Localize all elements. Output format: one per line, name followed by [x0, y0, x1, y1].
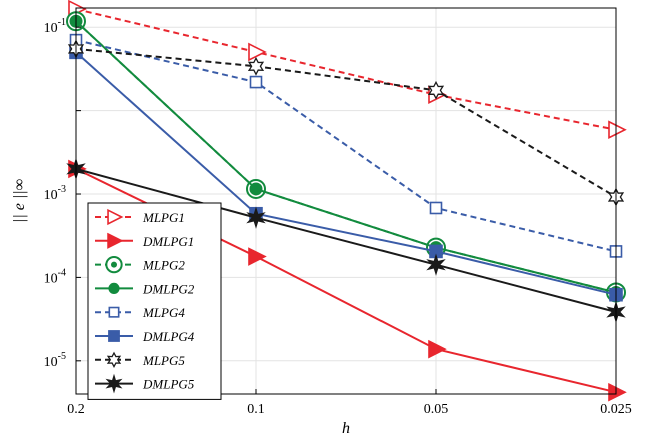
series-line [75, 39, 617, 253]
legend-box [87, 202, 222, 400]
series-line [75, 20, 617, 294]
legend-label: DMLPG2 [142, 281, 195, 296]
series-line [75, 47, 617, 198]
legend-label: MLPG1 [142, 210, 185, 225]
legend-label: DMLPG4 [142, 329, 195, 344]
x-tick-label: 0.025 [600, 402, 632, 417]
data-point-marker [426, 253, 446, 276]
legend-item-mlpg4: MLPG4 [95, 305, 185, 320]
y-axis-label: || e ||∞ [11, 179, 28, 223]
x-tick-label: 0.05 [424, 402, 449, 417]
series-line [75, 167, 617, 313]
data-point-marker [608, 382, 627, 402]
data-point-marker [428, 339, 447, 359]
series-line [75, 51, 617, 296]
data-point-marker [608, 120, 627, 140]
data-point-marker [107, 232, 124, 249]
legend-item-dmlpg4: DMLPG4 [95, 329, 195, 344]
legend-item-mlpg2: MLPG2 [95, 255, 185, 274]
data-point-marker [429, 201, 443, 215]
data-point-marker [106, 351, 122, 368]
data-point-marker [108, 306, 120, 318]
legend-label: MLPG4 [142, 305, 185, 320]
legend-marker-dot [111, 261, 117, 268]
data-point-marker [249, 182, 263, 196]
x-axis-label: h [342, 420, 350, 437]
y-tick-label: 10-3 [44, 184, 66, 203]
x-tick-label: 0.2 [67, 402, 85, 417]
series-layer [66, 0, 627, 402]
series-mlpg5 [67, 39, 625, 207]
legend-label: MLPG2 [142, 258, 185, 273]
y-tick-label: 10-5 [44, 351, 66, 370]
data-point-marker [246, 206, 266, 229]
series-line [75, 8, 617, 131]
legend-label: DMLPG1 [142, 234, 194, 249]
plot-frame [75, 7, 617, 395]
x-tick-label: 0.1 [247, 402, 265, 417]
data-point-marker [247, 56, 265, 76]
data-point-marker [249, 75, 263, 89]
y-tick-label: 10-4 [44, 267, 66, 286]
data-point-marker [427, 80, 445, 100]
legend-item-dmlpg2: DMLPG2 [95, 281, 195, 296]
y-tick-label: 10-1 [44, 17, 66, 36]
legend-label: MLPG5 [142, 353, 185, 368]
legend-item-mlpg1: MLPG1 [95, 208, 185, 226]
ticks: 0.2 0.1 0.05 0.025 10-1 10-3 10-4 10-5 [44, 17, 632, 417]
legend-item-dmlpg5: DMLPG5 [95, 373, 195, 394]
data-point-marker [108, 330, 120, 342]
data-point-marker [248, 247, 267, 266]
data-point-marker [248, 42, 267, 62]
legend-item-dmlpg1: DMLPG1 [95, 232, 194, 249]
legend: MLPG1 DMLPG1 MLPG2 DMLPG2 MLPG4 DMLPG4 MLPG5 DM… [87, 202, 222, 400]
legend-label: DMLPG5 [142, 377, 195, 392]
series-mlpg1 [68, 0, 627, 140]
data-point-marker [105, 373, 123, 394]
legend-item-mlpg5: MLPG5 [95, 351, 185, 368]
data-point-marker [107, 208, 124, 226]
data-point-marker [108, 282, 120, 294]
